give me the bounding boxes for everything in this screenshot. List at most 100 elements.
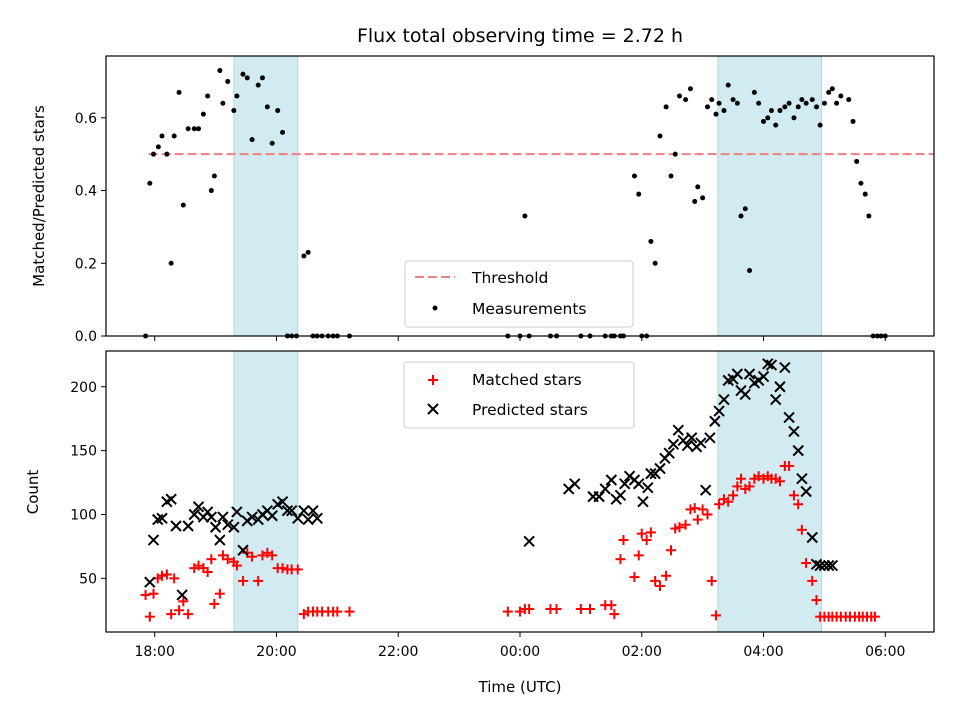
x-tick-label: 20:00	[256, 644, 296, 660]
predicted-star-point	[822, 559, 835, 572]
predicted-star-point	[156, 512, 168, 525]
measurement-point	[147, 180, 153, 186]
predicted-star-point	[718, 393, 730, 406]
predicted-star-point	[713, 405, 725, 417]
measurement-point	[150, 151, 156, 157]
matched-star-point	[209, 598, 220, 609]
matched-star-point	[292, 564, 303, 575]
predicted-star-point	[192, 501, 205, 513]
x-axis-label: Time (UTC)	[478, 678, 562, 696]
matched-star-point	[222, 554, 233, 565]
predicted-star-point	[788, 425, 800, 438]
measurement-point	[652, 260, 658, 266]
matched-star-point	[665, 545, 676, 556]
measurement-point	[738, 213, 744, 219]
measurement-point	[803, 100, 809, 106]
x-tick-label: 04:00	[743, 644, 783, 660]
measurement-point	[301, 253, 307, 259]
matched-star-point	[680, 519, 691, 530]
measurement-point	[791, 115, 797, 121]
matched-star-point	[344, 606, 355, 617]
predicted-star-point	[182, 520, 194, 532]
predicted-star-point	[642, 481, 654, 494]
predicted-star-point	[739, 388, 751, 401]
predicted-star-point	[285, 504, 298, 517]
measurement-point	[176, 89, 182, 95]
measurement-point	[756, 100, 762, 106]
predicted-star-point	[619, 478, 631, 490]
matched-star-point	[183, 609, 194, 620]
matched-star-point	[237, 575, 248, 586]
matched-star-point	[140, 589, 151, 600]
measurement-point	[829, 86, 835, 92]
matched-star-point	[692, 514, 703, 525]
measurement-point	[683, 97, 689, 103]
matched-star-point	[645, 527, 656, 538]
measurement-point	[747, 268, 753, 274]
matched-star-point	[267, 550, 278, 561]
predicted-star-point	[281, 504, 294, 517]
legend-predicted-label: Predicted stars	[472, 401, 588, 419]
measurement-point	[809, 97, 815, 103]
predicted-star-point	[605, 474, 618, 486]
predicted-star-point	[599, 483, 611, 495]
measurement-point	[185, 126, 191, 132]
legend-measurements-swatch	[432, 305, 438, 311]
matched-star-point	[732, 481, 743, 492]
observing-window-shade	[717, 350, 822, 633]
measurement-point	[742, 206, 748, 212]
predicted-star-point	[663, 447, 675, 459]
matched-star-point	[609, 609, 620, 620]
predicted-star-point	[826, 559, 839, 572]
measurement-point	[692, 198, 698, 204]
x-tick-label: 02:00	[622, 644, 662, 660]
predicted-star-point	[637, 496, 649, 508]
predicted-star-point	[205, 511, 218, 523]
measurement-point	[773, 122, 779, 128]
measurement-point	[657, 133, 663, 139]
measurement-point	[668, 173, 674, 179]
measurement-point	[208, 188, 214, 194]
measurement-point	[695, 184, 701, 190]
measurement-point	[200, 111, 206, 117]
matched-star-point	[723, 496, 734, 507]
measurement-point	[777, 108, 783, 114]
measurement-point	[858, 180, 864, 186]
measurement-point	[211, 173, 217, 179]
y-tick-label: 0.4	[75, 184, 97, 200]
measurement-point	[862, 191, 868, 197]
matched-star-point	[702, 509, 713, 520]
legend-predicted-swatch	[427, 403, 439, 415]
legend-matched-label: Matched stars	[472, 371, 582, 389]
predicted-star-point	[806, 531, 818, 544]
measurement-point	[846, 97, 852, 103]
measurement-point	[795, 104, 801, 110]
predicted-star-point	[779, 361, 791, 374]
matched-star-point	[788, 490, 799, 501]
legend-measurements-label: Measurements	[472, 300, 587, 318]
measurement-point	[761, 118, 767, 124]
predicted-star-point	[170, 520, 182, 532]
measurement-point	[191, 126, 197, 132]
matched-star-point	[661, 570, 672, 581]
predicted-star-point	[614, 489, 627, 502]
measurement-point	[168, 260, 174, 266]
measurement-point	[155, 144, 161, 150]
measurement-point	[663, 104, 669, 110]
matched-star-point	[606, 600, 617, 611]
predicted-star-point	[762, 358, 774, 370]
measurement-point	[205, 93, 211, 99]
matched-star-point	[169, 573, 180, 584]
measurement-point	[275, 108, 281, 114]
predicted-star-point	[695, 437, 707, 449]
y-tick-label: 100	[70, 507, 97, 523]
matched-star-point	[524, 604, 535, 615]
matched-star-point	[585, 604, 596, 615]
matched-star-point	[689, 503, 700, 514]
bottom-panel: 50 100 150 200 18:00 20:00 22:00 00:00 02:00 04:…	[24, 350, 935, 696]
matched-star-point	[796, 524, 807, 535]
predicted-star-point	[774, 381, 786, 393]
y-tick-label: 200	[70, 380, 97, 396]
matched-star-point	[706, 575, 717, 586]
matched-star-point	[869, 611, 880, 622]
